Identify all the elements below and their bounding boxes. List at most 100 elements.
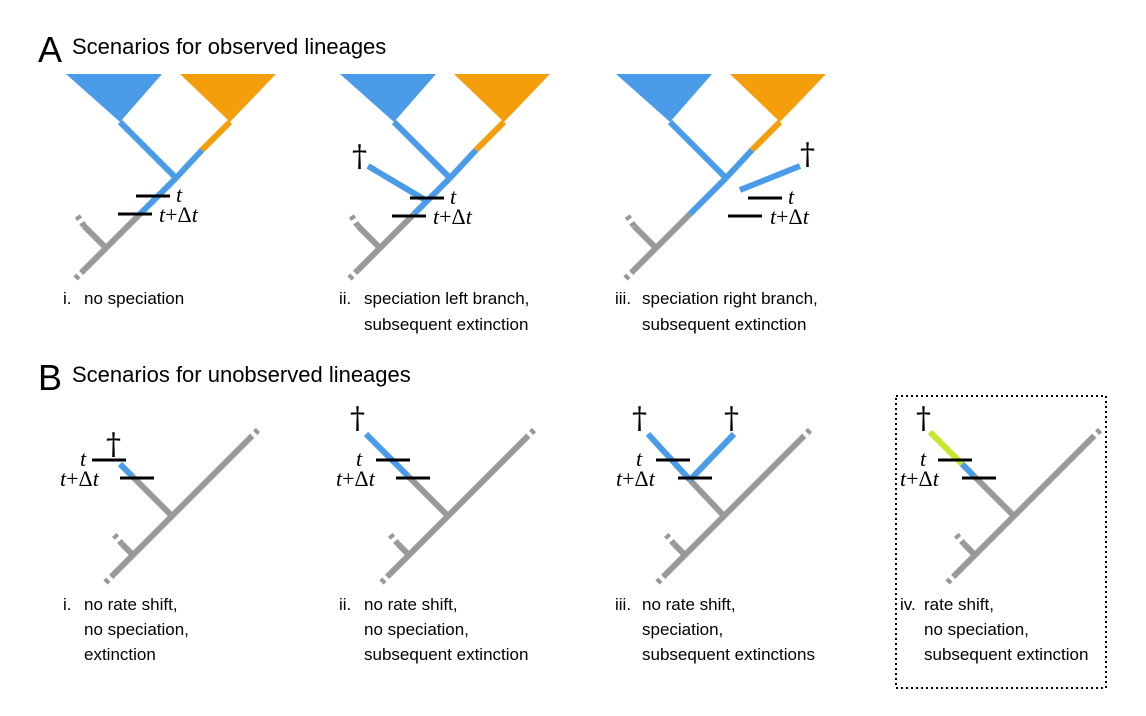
gray-tip-dashed bbox=[249, 427, 261, 439]
time-t-dt-label: t+Δt bbox=[159, 202, 199, 227]
gray-main-stem bbox=[953, 433, 1097, 577]
time-t-label: t bbox=[636, 446, 643, 471]
panel-b-letter: B bbox=[38, 357, 62, 398]
caption-b-iv-line1: rate shift, bbox=[924, 595, 994, 614]
gray-side-branch bbox=[631, 223, 659, 251]
time-t-label: t bbox=[788, 184, 795, 209]
caption-b-iv-line3: subsequent extinction bbox=[924, 645, 1088, 664]
blue-branch-left bbox=[645, 431, 693, 483]
extinction-dagger: † bbox=[916, 401, 931, 436]
gray-side-branch bbox=[395, 541, 413, 559]
gray-stem bbox=[81, 211, 143, 273]
caption-b-i-line1: no rate shift, bbox=[84, 595, 178, 614]
gray-side-branch bbox=[355, 223, 383, 251]
caption-b-iii-line3: subsequent extinctions bbox=[642, 645, 815, 664]
gray-branch bbox=[687, 477, 727, 519]
tree-a-ii: t t+Δt † bbox=[340, 74, 550, 283]
tree-b-ii: t t+Δt † bbox=[336, 401, 537, 587]
time-t-dt-label: t+Δt bbox=[60, 466, 100, 491]
extinction-dagger: † bbox=[106, 427, 121, 462]
time-t-dt-label: t+Δt bbox=[770, 204, 810, 229]
blue-clade bbox=[340, 74, 436, 122]
caption-a-ii-line1: speciation left branch, bbox=[364, 289, 529, 308]
gray-root-dashed bbox=[943, 571, 959, 587]
gray-root-dashed bbox=[71, 267, 87, 283]
extinction-dagger: † bbox=[350, 401, 365, 436]
time-t-label: t bbox=[450, 184, 457, 209]
tree-a-i: t t+Δt bbox=[66, 74, 276, 283]
gray-root-dashed bbox=[621, 267, 637, 283]
blue-branch bbox=[363, 431, 411, 479]
extinct-branch bbox=[366, 163, 429, 204]
panel-b-title: Scenarios for unobserved lineages bbox=[72, 362, 411, 387]
blue-branch bbox=[959, 461, 977, 479]
gray-tip-dashed bbox=[525, 427, 537, 439]
panel-a-letter: A bbox=[38, 29, 62, 70]
blue-branch-left bbox=[391, 119, 453, 181]
blue-branch-left bbox=[117, 119, 179, 181]
time-t-dt-label: t+Δt bbox=[433, 204, 473, 229]
caption-a-ii-line2: subsequent extinction bbox=[364, 315, 528, 334]
tree-a-iii: t t+Δt † bbox=[616, 74, 826, 283]
orange-clade bbox=[180, 74, 276, 122]
tree-b-iv: t t+Δt † bbox=[900, 401, 1103, 587]
gray-side-dashed bbox=[385, 530, 401, 546]
gray-branch bbox=[405, 473, 451, 519]
gray-root-dashed bbox=[101, 571, 117, 587]
gray-side-branch bbox=[671, 541, 689, 559]
gray-side-dashed bbox=[347, 212, 361, 228]
extinction-dagger-right: † bbox=[724, 401, 739, 436]
time-t-label: t bbox=[80, 446, 87, 471]
orange-branch bbox=[749, 119, 783, 153]
caption-a-iii-line2: subsequent extinction bbox=[642, 315, 806, 334]
gray-branch bbox=[971, 473, 1017, 519]
caption-b-iv-num: iv. bbox=[900, 595, 916, 614]
orange-clade bbox=[730, 74, 826, 122]
gray-root-dashed bbox=[377, 571, 393, 587]
gray-side-branch bbox=[119, 541, 137, 559]
caption-b-ii-line1: no rate shift, bbox=[364, 595, 458, 614]
gray-tip-dashed bbox=[801, 427, 813, 439]
caption-b-ii-num: ii. bbox=[339, 595, 351, 614]
caption-b-iii-line1: no rate shift, bbox=[642, 595, 736, 614]
tree-b-iii: t t+Δt † † bbox=[616, 401, 813, 587]
gray-root-dashed bbox=[653, 571, 669, 587]
gray-side-dashed bbox=[661, 530, 677, 546]
time-t-label: t bbox=[176, 182, 183, 207]
caption-a-i-num: i. bbox=[63, 289, 72, 308]
caption-a-iii-num: iii. bbox=[615, 289, 631, 308]
time-t-label: t bbox=[920, 446, 927, 471]
caption-b-ii-line3: subsequent extinction bbox=[364, 645, 528, 664]
caption-a-ii-num: ii. bbox=[339, 289, 351, 308]
blue-branch-left bbox=[667, 119, 729, 181]
caption-b-iv-line2: no speciation, bbox=[924, 620, 1029, 639]
blue-stem bbox=[411, 175, 453, 217]
caption-b-i-line3: extinction bbox=[84, 645, 156, 664]
blue-branch-right bbox=[687, 431, 737, 483]
blue-clade bbox=[66, 74, 162, 122]
highlight-box bbox=[895, 395, 1107, 689]
orange-branch bbox=[199, 119, 233, 153]
gray-side-branch bbox=[961, 541, 979, 559]
gray-stem bbox=[355, 211, 417, 273]
caption-b-ii-line2: no speciation, bbox=[364, 620, 469, 639]
extinct-branch bbox=[738, 163, 802, 193]
caption-b-iii-num: iii. bbox=[615, 595, 631, 614]
time-t-dt-label: t+Δt bbox=[900, 466, 940, 491]
panel-a-title: Scenarios for observed lineages bbox=[72, 34, 386, 59]
gray-side-dashed bbox=[73, 212, 87, 228]
caption-a-i-line1: no speciation bbox=[84, 289, 184, 308]
caption-b-i-line2: no speciation, bbox=[84, 620, 189, 639]
extinction-dagger-left: † bbox=[632, 401, 647, 436]
gray-main-stem bbox=[111, 433, 255, 577]
time-t-dt-label: t+Δt bbox=[616, 466, 656, 491]
blue-branch-right bbox=[173, 147, 205, 181]
caption-b-iii-line2: speciation, bbox=[642, 620, 723, 639]
gray-side-dashed bbox=[623, 212, 637, 228]
extinction-dagger: † bbox=[352, 139, 367, 174]
gray-tip-dashed bbox=[1091, 427, 1103, 439]
caption-b-i-num: i. bbox=[63, 595, 72, 614]
orange-branch bbox=[473, 119, 507, 153]
orange-clade bbox=[454, 74, 550, 122]
tree-b-i: t t+Δt † bbox=[60, 427, 261, 587]
